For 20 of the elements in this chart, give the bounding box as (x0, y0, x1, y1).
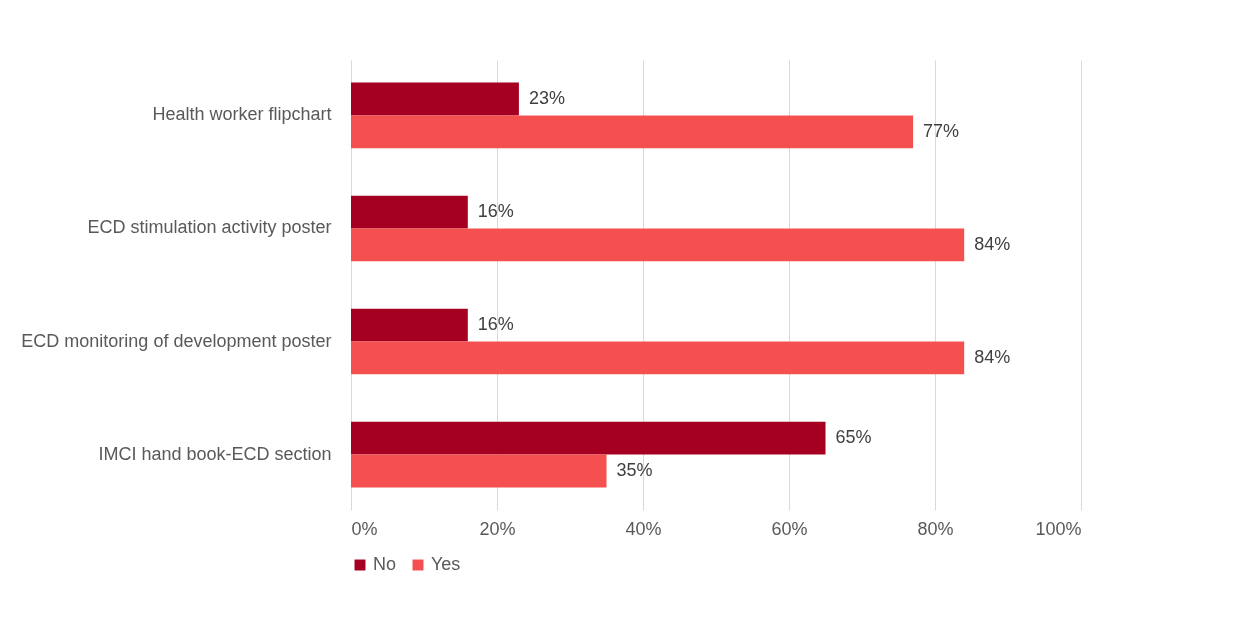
y-tick-label: ECD stimulation activity poster (87, 217, 332, 238)
x-tick-label: 60% (771, 518, 808, 539)
y-tick-label: Health worker flipchart (152, 104, 332, 125)
data-label: 65% (835, 427, 872, 448)
data-label: 23% (528, 88, 565, 109)
data-label: 77% (923, 120, 960, 141)
x-tick-label: 20% (479, 518, 516, 539)
x-tick-label: 100% (1035, 518, 1082, 539)
legend-label: Yes (431, 554, 461, 574)
data-label: 16% (477, 201, 514, 222)
data-label: 84% (974, 233, 1011, 254)
data-label: 35% (616, 459, 653, 480)
y-tick-label: IMCI hand book-ECD section (98, 443, 332, 464)
x-tick-label: 80% (917, 518, 954, 539)
data-label: 16% (477, 314, 514, 335)
data-label: 84% (974, 346, 1011, 367)
legend-label: No (373, 554, 397, 574)
x-tick-label: 40% (625, 518, 662, 539)
x-tick-label: 0% (351, 518, 378, 539)
y-tick-label: ECD monitoring of development poster (21, 330, 332, 351)
